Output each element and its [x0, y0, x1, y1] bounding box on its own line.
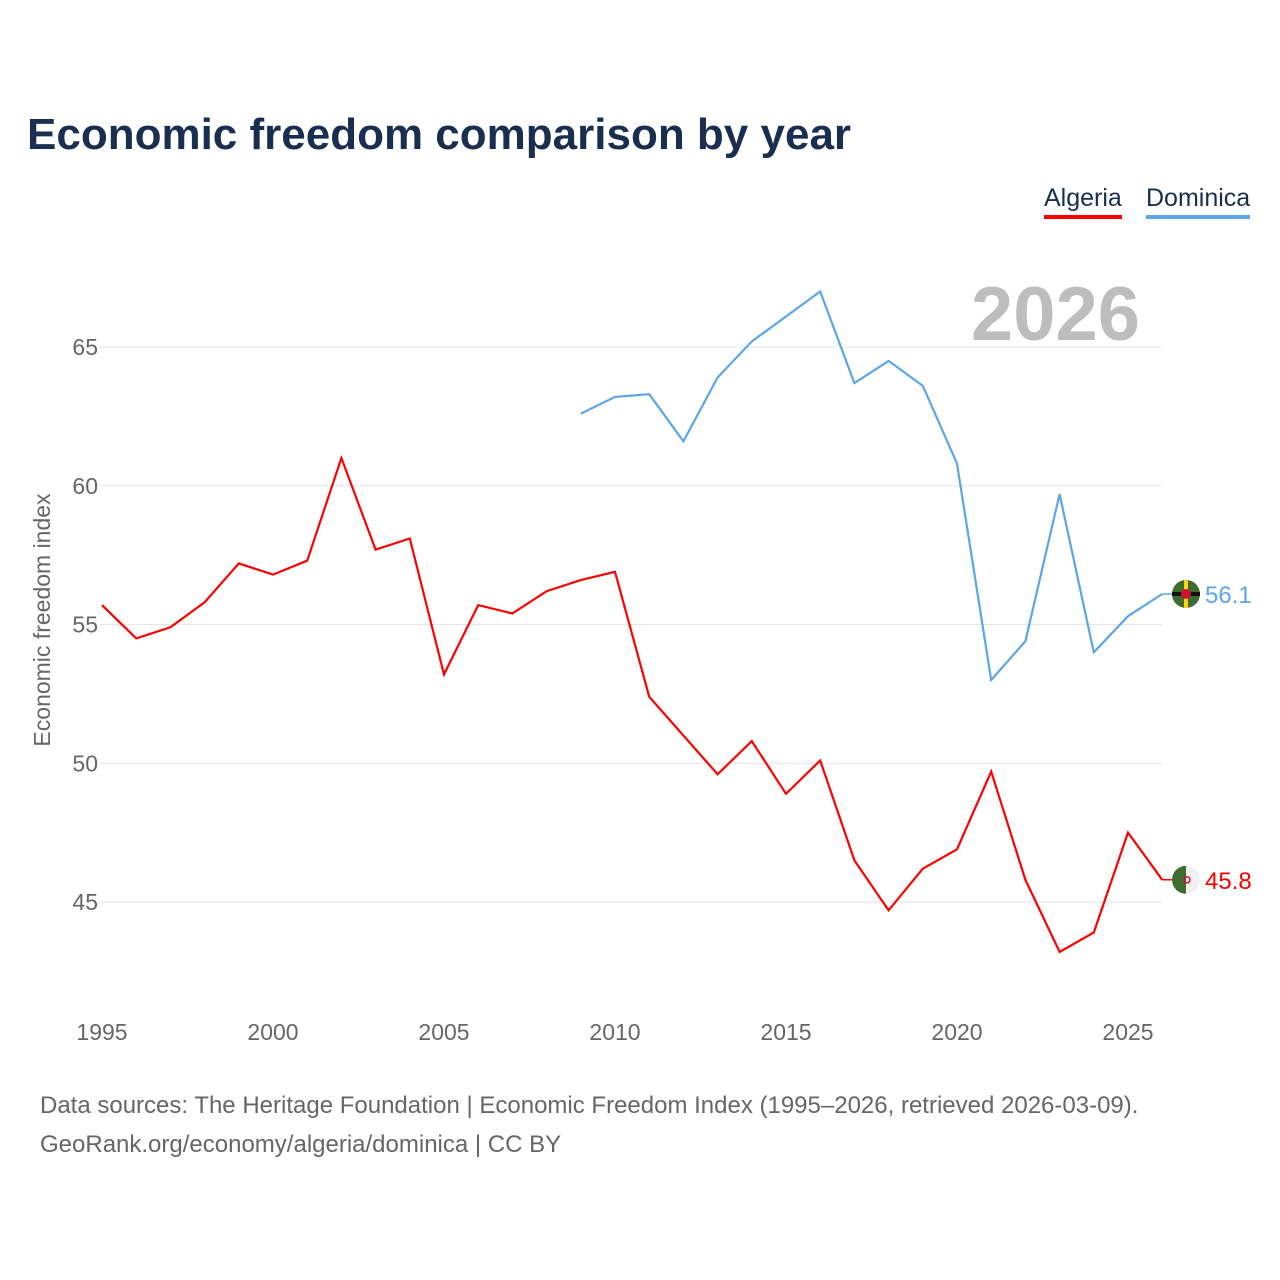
footer-link[interactable]: GeoRank.org/economy/algeria/dominica | C… — [40, 1131, 562, 1158]
x-tick-label: 2000 — [247, 1019, 298, 1045]
x-tick-label: 2015 — [760, 1019, 811, 1045]
end-value-label: 45.8 — [1205, 868, 1252, 895]
algeria-flag-green — [1172, 865, 1186, 894]
legend-algeria[interactable]: Algeria — [1044, 184, 1122, 219]
x-tick-label: 2025 — [1102, 1019, 1153, 1045]
footer: Data sources: The Heritage Foundation | … — [40, 1086, 1138, 1164]
series-line-dominica — [580, 289, 1163, 683]
year-watermark: 2026 — [971, 272, 1140, 357]
x-tick-label: 1995 — [76, 1019, 127, 1045]
algeria-flag-crescent — [1183, 876, 1191, 884]
dominica-flag-disc — [1181, 588, 1191, 599]
chart-title: Economic freedom comparison by year — [27, 110, 852, 159]
y-tick-label: 45 — [72, 889, 98, 915]
y-axis-label: Economic freedom index — [29, 493, 55, 747]
x-tick-label: 2010 — [589, 1019, 640, 1045]
y-tick-label: 60 — [72, 473, 98, 499]
series-line-algeria — [101, 454, 1164, 954]
end-value-label: 56.1 — [1205, 582, 1252, 609]
x-tick-label: 2005 — [418, 1019, 469, 1045]
footer-sources: Data sources: The Heritage Foundation | … — [40, 1092, 1139, 1119]
y-tick-label: 50 — [72, 750, 98, 776]
y-tick-label: 55 — [72, 612, 98, 638]
x-tick-label: 2020 — [931, 1019, 982, 1045]
y-tick-label: 65 — [72, 334, 98, 360]
legend-dominica[interactable]: Dominica — [1146, 184, 1251, 219]
